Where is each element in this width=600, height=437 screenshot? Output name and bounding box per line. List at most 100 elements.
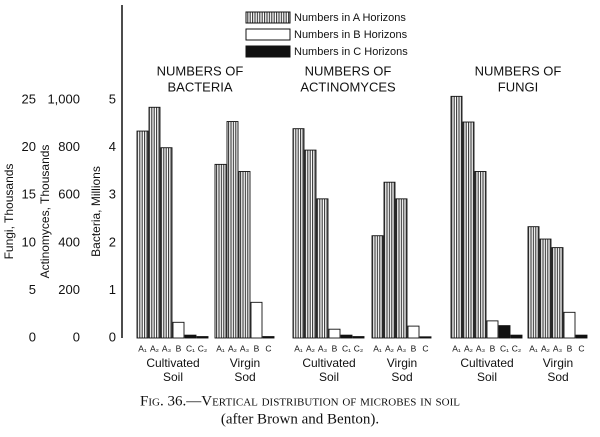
bar — [226, 121, 239, 339]
x-tick-label: A₂ — [306, 343, 315, 353]
group-label: Cultivated — [302, 356, 355, 370]
bar — [352, 336, 365, 339]
bar — [498, 325, 511, 339]
caption: Fig. 36.—Vertical distribution of microb… — [140, 393, 460, 409]
bar — [340, 334, 353, 339]
x-tick-label: A₂ — [541, 343, 550, 353]
x-tick-label: C — [422, 343, 428, 353]
group-label: Sod — [391, 370, 412, 384]
axis-label: Actinomyces, Thousands — [38, 145, 52, 279]
bar — [292, 128, 305, 339]
legend-label: Numbers in B Horizons — [294, 29, 408, 41]
bar — [316, 198, 329, 339]
y-tick-label: 15 — [22, 187, 36, 202]
bar — [395, 198, 408, 339]
bar — [486, 320, 499, 339]
group-label: Cultivated — [460, 356, 513, 370]
group-label: Soil — [319, 370, 339, 384]
legend-swatch — [245, 45, 291, 58]
bar — [184, 334, 197, 339]
bar — [172, 321, 185, 339]
x-tick-label: C₁ — [186, 343, 195, 353]
y-tick-label: 20 — [22, 139, 36, 154]
x-tick-label: B — [176, 343, 182, 353]
axis-label: Bacteria, Millions — [89, 166, 103, 257]
y-tick-label: 400 — [58, 234, 80, 249]
bar — [527, 226, 540, 339]
x-tick-label: C₂ — [512, 343, 521, 353]
bar — [262, 336, 275, 339]
x-tick-label: A₂ — [385, 343, 394, 353]
panel-title: FUNGI — [498, 79, 538, 94]
x-tick-label: B — [332, 343, 338, 353]
y-tick-label: 1,000 — [47, 92, 80, 107]
group-label: Sod — [234, 370, 255, 384]
y-tick-label: 800 — [58, 139, 80, 154]
panel-title: ACTINOMYCES — [300, 79, 396, 94]
legend-swatch — [245, 11, 291, 24]
bar — [304, 149, 317, 339]
bar — [407, 325, 420, 339]
x-tick-label: A₁ — [216, 343, 225, 353]
bar — [510, 334, 523, 339]
bar — [551, 247, 564, 339]
x-tick-label: A₃ — [553, 343, 562, 353]
bar — [160, 147, 173, 339]
bar — [563, 311, 576, 339]
group-label: Soil — [163, 370, 183, 384]
group-label: Virgin — [543, 356, 573, 370]
x-tick-label: A₁ — [373, 343, 382, 353]
bar — [371, 235, 384, 339]
x-tick-label: C — [578, 343, 584, 353]
bar — [328, 328, 341, 339]
y-tick-label: 5 — [29, 282, 36, 297]
bar — [450, 95, 463, 339]
x-tick-label: A₃ — [162, 343, 171, 353]
bar — [539, 238, 552, 339]
x-tick-label: A₂ — [228, 343, 237, 353]
x-tick-label: A₃ — [318, 343, 327, 353]
y-tick-label: 3 — [109, 187, 116, 202]
x-tick-label: B — [567, 343, 573, 353]
x-tick-label: A₁ — [452, 343, 461, 353]
y-tick-label: 600 — [58, 187, 80, 202]
x-tick-label: C₁ — [342, 343, 351, 353]
x-tick-label: A₁ — [138, 343, 147, 353]
x-tick-label: C₂ — [354, 343, 363, 353]
x-tick-label: A₃ — [476, 343, 485, 353]
y-tick-label: 5 — [109, 92, 116, 107]
panel-title: BACTERIA — [167, 79, 232, 94]
x-tick-label: B — [490, 343, 496, 353]
bar — [238, 171, 251, 339]
bar — [462, 121, 475, 339]
x-tick-label: B — [411, 343, 417, 353]
x-tick-label: A₃ — [397, 343, 406, 353]
bar — [383, 181, 396, 339]
bar — [136, 130, 149, 339]
panel-title: NUMBERS OF — [475, 63, 562, 78]
x-tick-label: B — [254, 343, 260, 353]
y-tick-label: 0 — [29, 329, 36, 344]
legend-label: Numbers in A Horizons — [294, 12, 406, 24]
bar — [250, 301, 263, 339]
bar — [196, 336, 209, 339]
bar — [148, 106, 161, 339]
y-tick-label: 1 — [109, 282, 116, 297]
x-tick-label: C₁ — [500, 343, 509, 353]
y-tick-label: 200 — [58, 282, 80, 297]
group-label: Soil — [477, 370, 497, 384]
panel-title: NUMBERS OF — [305, 63, 392, 78]
group-label: Virgin — [230, 356, 260, 370]
x-tick-label: C₂ — [198, 343, 207, 353]
group-label: Virgin — [387, 356, 417, 370]
y-tick-label: 0 — [73, 329, 80, 344]
axis-label: Fungi, Thousands — [2, 164, 16, 260]
x-tick-label: A₂ — [464, 343, 473, 353]
bar — [474, 171, 487, 339]
legend-label: Numbers in C Horizons — [294, 46, 408, 58]
legend-swatch — [245, 28, 291, 41]
bar — [419, 336, 432, 339]
y-tick-label: 2 — [109, 234, 116, 249]
x-tick-label: A₁ — [529, 343, 538, 353]
